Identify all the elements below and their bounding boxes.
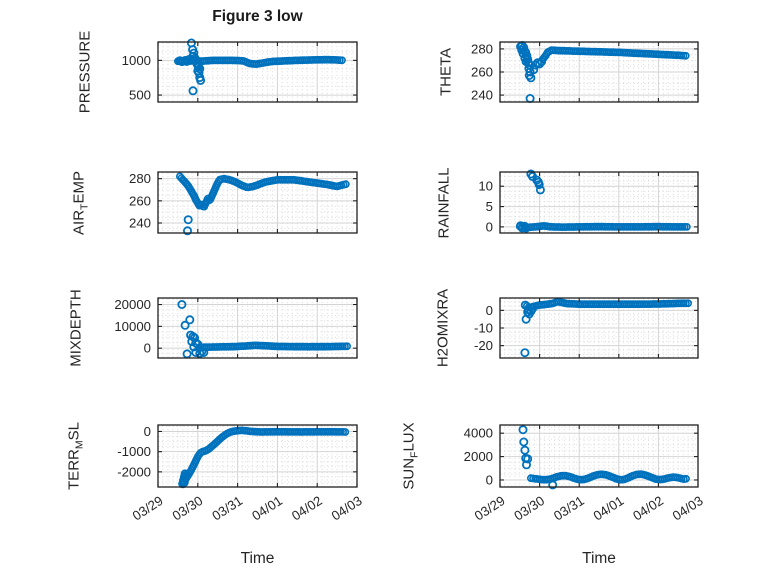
svg-text:04/02: 04/02 (289, 493, 325, 524)
data-markers (515, 169, 691, 233)
data-markers (516, 41, 690, 104)
x-axis-label-right: Time (582, 550, 616, 567)
svg-text:0: 0 (486, 472, 493, 487)
y-tick-labels: 0 5 10 (478, 179, 493, 235)
data-markers (178, 426, 350, 489)
svg-text:-2000: -2000 (117, 464, 151, 479)
svg-text:03/31: 03/31 (209, 493, 245, 524)
subplot-pressure: 500 1000 (122, 38, 358, 103)
ylabel-theta: THETA (437, 47, 455, 97)
svg-text:4000: 4000 (464, 426, 493, 441)
svg-text:03/31: 03/31 (551, 493, 587, 524)
tick-marks (499, 425, 699, 487)
data-markers (520, 297, 692, 358)
grid-major (158, 425, 357, 487)
ylabel-pressure: PRESSURE (76, 30, 94, 114)
tick-marks (157, 298, 358, 358)
tick-marks (157, 425, 358, 487)
svg-text:-10: -10 (474, 321, 493, 336)
svg-text:0: 0 (486, 219, 493, 234)
svg-text:280: 280 (471, 41, 493, 56)
svg-text:03/29: 03/29 (472, 493, 508, 524)
tick-marks (157, 42, 358, 102)
tick-marks (499, 42, 699, 102)
y-tick-labels: -2000 -1000 0 (117, 424, 151, 479)
svg-text:04/01: 04/01 (591, 493, 627, 524)
y-tick-labels: -20 -10 0 (474, 303, 493, 353)
subplot-theta: 240 260 280 (471, 41, 699, 104)
data-markers (173, 38, 346, 96)
svg-text:240: 240 (129, 216, 151, 231)
data-markers (175, 172, 350, 236)
svg-text:260: 260 (129, 193, 151, 208)
y-tick-labels: 240 260 280 (129, 171, 151, 230)
svg-text:10000: 10000 (114, 319, 151, 334)
svg-text:0: 0 (144, 424, 151, 439)
svg-text:1000: 1000 (122, 53, 151, 68)
y-tick-labels: 500 1000 (122, 53, 151, 103)
svg-text:03/29: 03/29 (130, 493, 166, 524)
svg-text:0: 0 (144, 341, 151, 356)
tick-marks (157, 172, 358, 233)
tick-marks (499, 172, 699, 233)
svg-text:-1000: -1000 (117, 444, 151, 459)
grid-minor (158, 42, 357, 102)
svg-text:280: 280 (129, 171, 151, 186)
x-axis-label-left: Time (240, 550, 275, 567)
axes-box (499, 424, 699, 488)
subplot-rainfall: 0 5 10 (478, 169, 699, 235)
ylabel-sunflux: SUNFLUX (400, 422, 421, 490)
svg-text:5: 5 (486, 199, 493, 214)
subplot-terrmsl: -2000 -1000 0 03/29 03/30 03/31 04/01 04/02 04/0… (117, 424, 364, 524)
svg-text:20000: 20000 (114, 297, 151, 312)
subplot-h2omixra: -20 -10 0 (474, 297, 699, 359)
ylabel-terrmsl: TERRMSL (65, 422, 86, 490)
svg-text:-20: -20 (474, 338, 493, 353)
y-tick-labels: 0 10000 20000 (114, 297, 151, 356)
subplot-airtemp: 240 260 280 (129, 171, 358, 236)
data-markers (177, 299, 351, 359)
svg-text:04/02: 04/02 (630, 493, 666, 524)
axes-box (157, 41, 358, 103)
subplot-mixdepth: 0 10000 20000 (114, 297, 358, 359)
axes-box (157, 424, 358, 488)
svg-text:0: 0 (486, 303, 493, 318)
svg-text:03/30: 03/30 (511, 493, 547, 524)
svg-text:03/30: 03/30 (170, 493, 206, 524)
tick-marks (499, 298, 699, 358)
svg-text:240: 240 (471, 88, 493, 103)
figure-title: Figure 3 low (212, 8, 303, 25)
axes-box (157, 297, 358, 359)
svg-text:04/03: 04/03 (670, 493, 706, 524)
data-markers (518, 425, 690, 490)
axes-box (499, 171, 699, 234)
svg-text:260: 260 (471, 65, 493, 80)
svg-text:04/01: 04/01 (249, 493, 285, 524)
x-tick-labels: 03/29 03/30 03/31 04/01 04/02 04/03 (472, 493, 706, 524)
y-tick-labels: 240 260 280 (471, 41, 493, 102)
svg-text:10: 10 (478, 179, 493, 194)
subplot-sunflux: 0 2000 4000 03/29 03/30 03/31 04/01 04/02 04/03 (464, 424, 706, 524)
ylabel-airtemp: AIRTEMP (70, 170, 91, 235)
svg-text:2000: 2000 (464, 449, 493, 464)
svg-text:04/03: 04/03 (329, 493, 365, 524)
ylabel-h2omixra: H2OMIXRA (434, 288, 452, 368)
y-tick-labels: 0 2000 4000 (464, 426, 493, 488)
ylabel-rainfall: RAINFALL (435, 167, 453, 238)
x-tick-labels: 03/29 03/30 03/31 04/01 04/02 04/03 (130, 493, 365, 524)
ylabel-mixdepth: MIXDEPTH (67, 289, 85, 367)
svg-text:500: 500 (129, 88, 151, 103)
axes-box (157, 171, 358, 234)
